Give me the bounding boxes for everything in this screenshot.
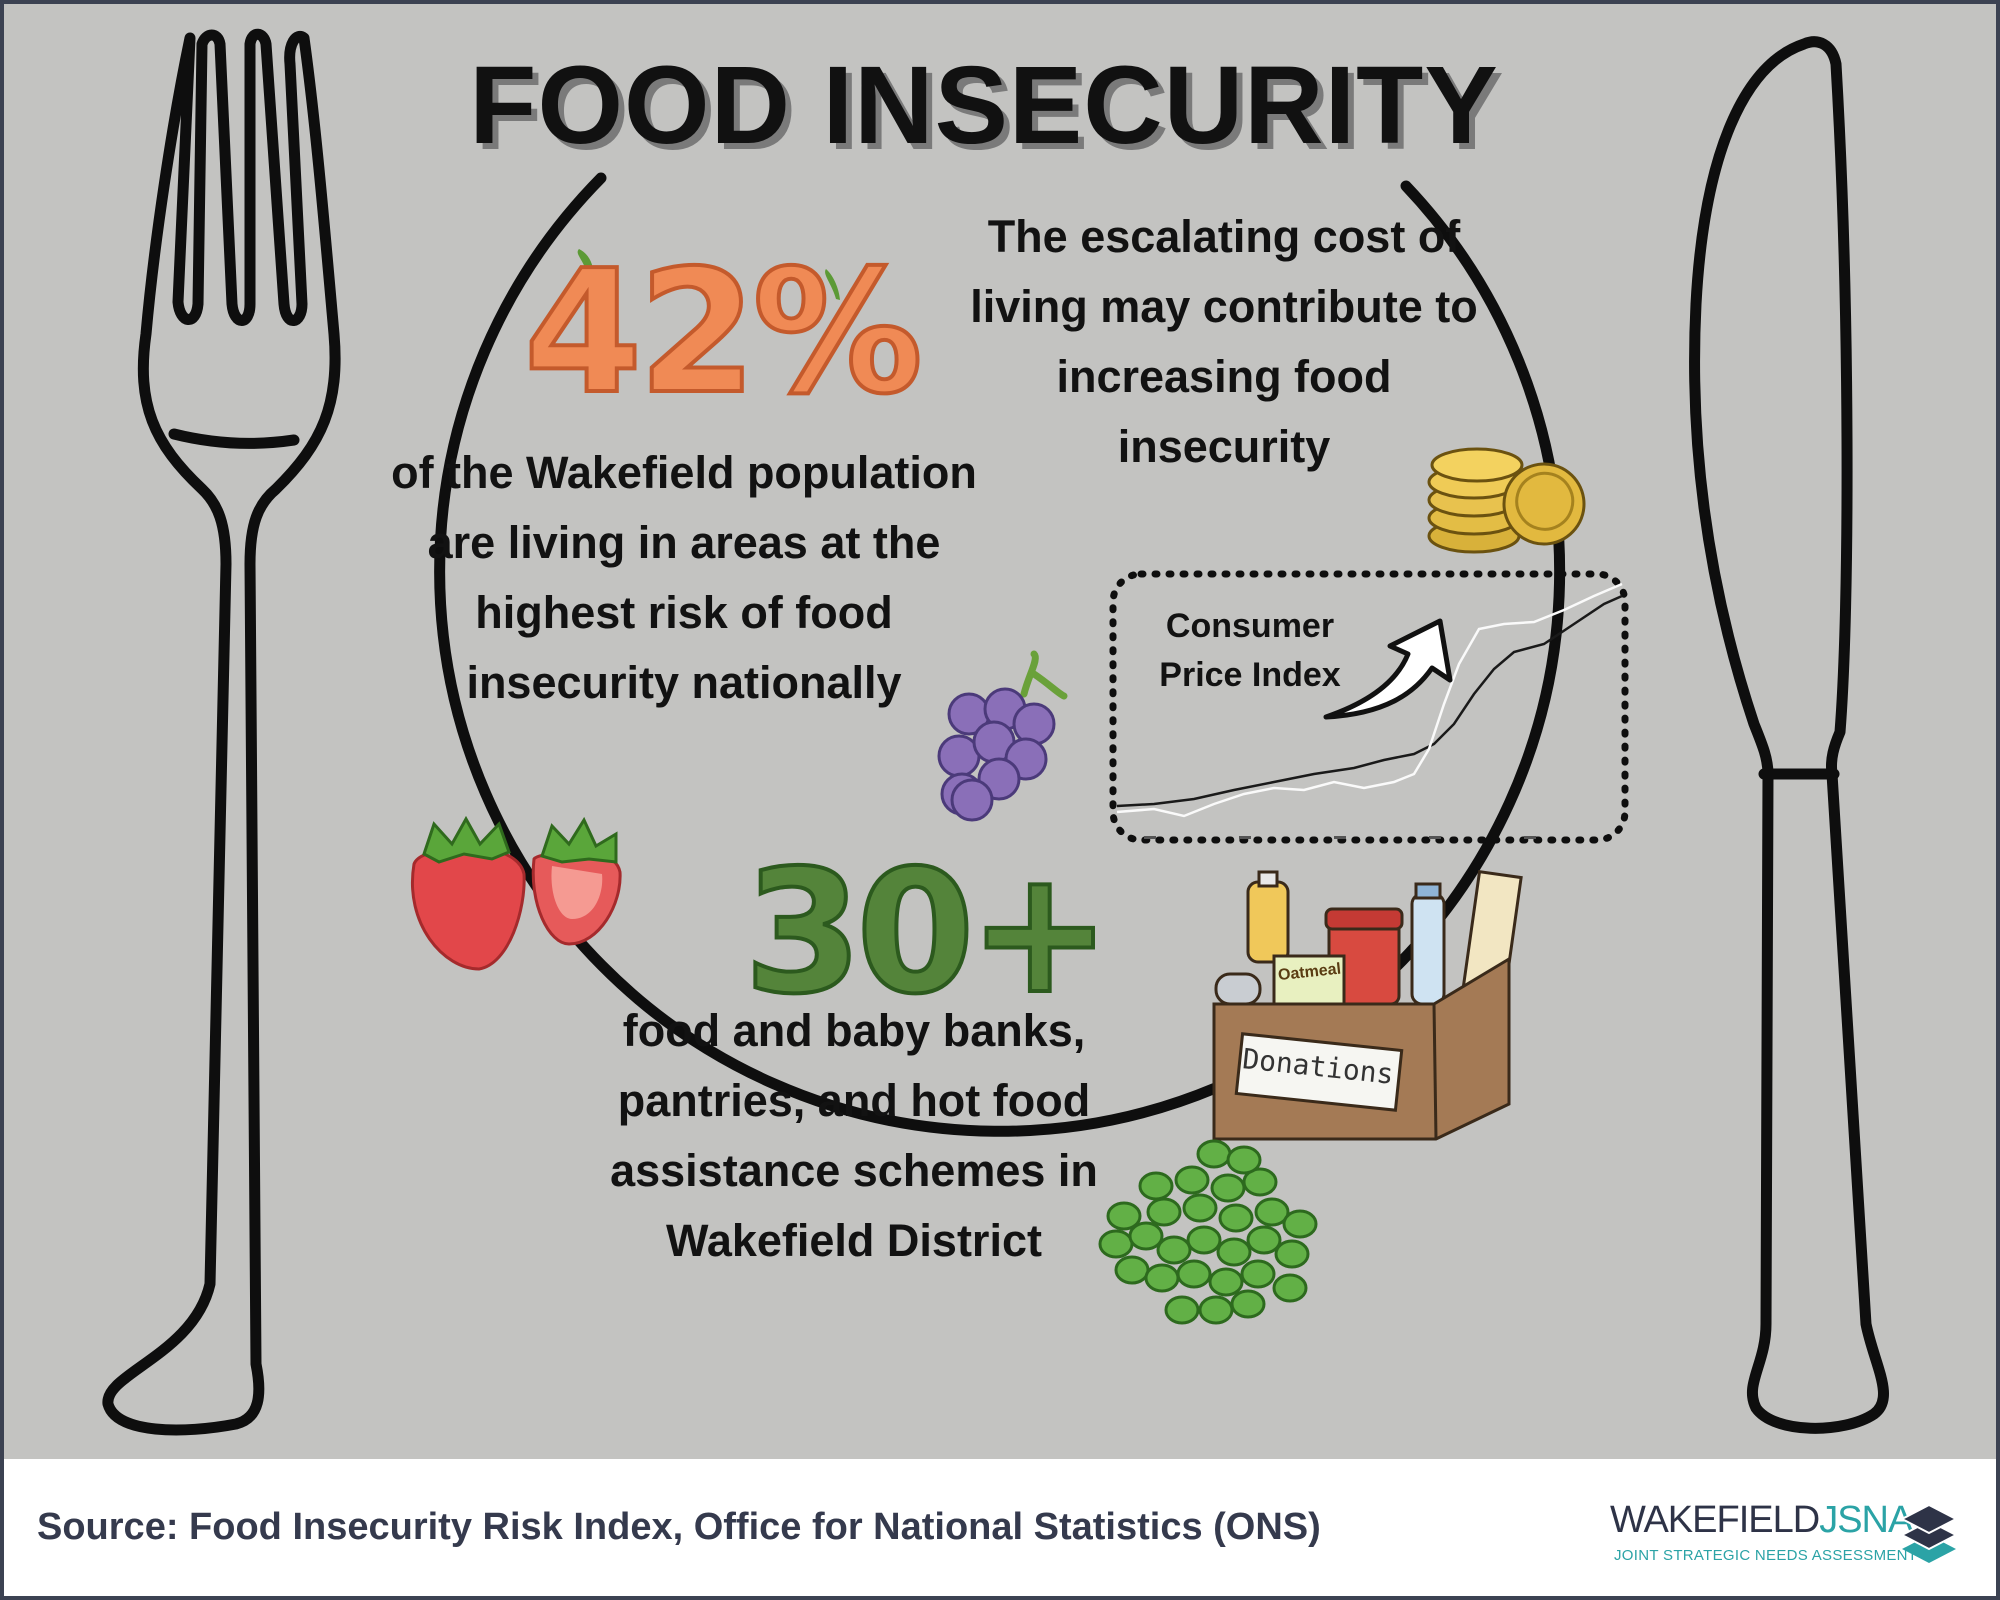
strawberry-icon xyxy=(411,815,622,971)
fork-icon xyxy=(102,28,341,1436)
cpi-lines xyxy=(1116,582,1623,839)
knife-icon xyxy=(1689,36,1889,1434)
wakefield-jsna-logo: WAKEFIELDJSNA JOINT STRATEGIC NEEDS ASSE… xyxy=(1610,1499,1960,1567)
rising-arrow-icon xyxy=(1323,618,1453,720)
cost-of-living-text: The escalating cost of living may contri… xyxy=(970,211,1478,472)
stat-30-text: food and baby banks, pantries, and hot f… xyxy=(610,1005,1098,1266)
logo-subtitle: JOINT STRATEGIC NEEDS ASSESSMENT xyxy=(1614,1547,1918,1564)
donation-box-icon xyxy=(1212,870,1523,1141)
cpi-label: Consumer Price Index xyxy=(1159,607,1341,694)
logo-accent-text: JSNA xyxy=(1819,1499,1913,1541)
page-title: FOOD INSECURITY xyxy=(469,44,1499,167)
stat-42-value: 42% xyxy=(522,232,925,434)
plate-icon xyxy=(434,172,1566,1137)
logo-main-text: WAKEFIELD xyxy=(1610,1499,1820,1541)
grapes-icon xyxy=(937,650,1068,822)
source-citation: Source: Food Insecurity Risk Index, Offi… xyxy=(37,1506,1321,1548)
coins-icon xyxy=(1427,447,1586,554)
logo-wordmark: WAKEFIELDJSNA xyxy=(1610,1499,1913,1542)
jsna-layers-icon xyxy=(1900,1503,1958,1563)
footer: Source: Food Insecurity Risk Index, Offi… xyxy=(4,1459,1996,1596)
main-panel: FOOD INSECURITY 42% of the Wakefield pop… xyxy=(4,4,1996,1459)
peas-icon xyxy=(1098,1139,1318,1325)
stat-42-text: of the Wakefield population are living i… xyxy=(391,447,977,708)
carrot-icon xyxy=(577,249,869,309)
illustration-layer xyxy=(102,28,1889,1436)
cpi-frame xyxy=(1109,570,1629,844)
